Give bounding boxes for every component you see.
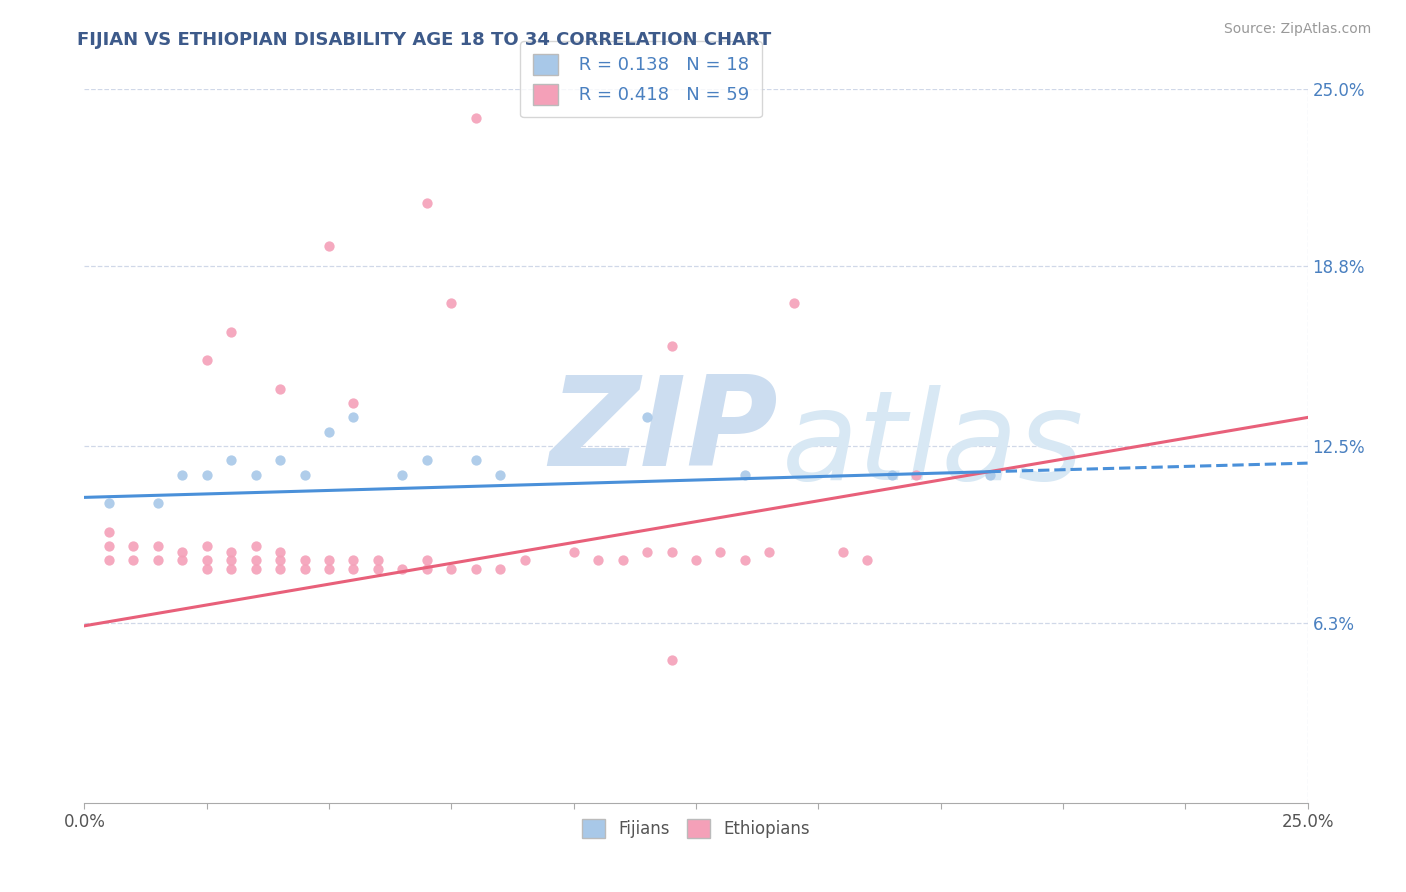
Point xyxy=(122,553,145,567)
Point xyxy=(464,453,486,467)
Point xyxy=(146,539,169,553)
Point xyxy=(489,467,512,482)
Point xyxy=(195,553,218,567)
Point xyxy=(269,553,291,567)
Point xyxy=(219,453,242,467)
Point xyxy=(294,562,316,576)
Point xyxy=(342,562,364,576)
Point xyxy=(905,467,928,482)
Point xyxy=(734,553,756,567)
Point xyxy=(269,544,291,558)
Point xyxy=(416,196,439,211)
Point xyxy=(195,467,218,482)
Point xyxy=(661,653,683,667)
Point xyxy=(318,425,340,439)
Point xyxy=(979,467,1001,482)
Point xyxy=(219,325,242,339)
Point xyxy=(122,539,145,553)
Point xyxy=(636,410,658,425)
Point xyxy=(97,539,120,553)
Point xyxy=(97,553,120,567)
Point xyxy=(562,544,585,558)
Point xyxy=(342,396,364,410)
Point xyxy=(342,410,364,425)
Point xyxy=(880,467,903,482)
Point xyxy=(391,467,413,482)
Point xyxy=(269,382,291,396)
Point xyxy=(97,496,120,510)
Point xyxy=(146,496,169,510)
Point xyxy=(342,553,364,567)
Point xyxy=(416,453,439,467)
Point xyxy=(391,562,413,576)
Point xyxy=(661,544,683,558)
Point xyxy=(612,553,634,567)
Point xyxy=(318,553,340,567)
Point xyxy=(219,544,242,558)
Point xyxy=(464,562,486,576)
Point xyxy=(318,562,340,576)
Point xyxy=(685,553,707,567)
Point xyxy=(294,553,316,567)
Point xyxy=(416,553,439,567)
Point xyxy=(856,553,879,567)
Point xyxy=(195,562,218,576)
Point xyxy=(195,539,218,553)
Point xyxy=(294,467,316,482)
Point xyxy=(783,296,806,310)
Point xyxy=(758,544,780,558)
Text: Source: ZipAtlas.com: Source: ZipAtlas.com xyxy=(1223,22,1371,37)
Point xyxy=(195,353,218,368)
Legend: Fijians, Ethiopians: Fijians, Ethiopians xyxy=(575,812,817,845)
Point xyxy=(489,562,512,576)
Point xyxy=(245,539,267,553)
Point xyxy=(269,453,291,467)
Point xyxy=(440,562,463,576)
Text: ZIP: ZIP xyxy=(550,371,778,492)
Point xyxy=(464,111,486,125)
Point xyxy=(709,544,731,558)
Point xyxy=(172,467,194,482)
Point xyxy=(513,553,536,567)
Point xyxy=(245,553,267,567)
Point xyxy=(416,562,439,576)
Point xyxy=(661,339,683,353)
Point xyxy=(586,553,609,567)
Point xyxy=(367,553,389,567)
Text: atlas: atlas xyxy=(782,385,1084,507)
Point xyxy=(245,562,267,576)
Point xyxy=(172,544,194,558)
Point xyxy=(219,553,242,567)
Point xyxy=(97,524,120,539)
Point xyxy=(318,239,340,253)
Point xyxy=(734,467,756,482)
Point xyxy=(172,553,194,567)
Point xyxy=(245,467,267,482)
Point xyxy=(219,562,242,576)
Point xyxy=(146,553,169,567)
Point xyxy=(440,296,463,310)
Point xyxy=(831,544,853,558)
Point xyxy=(636,544,658,558)
Point xyxy=(269,562,291,576)
Point xyxy=(367,562,389,576)
Text: FIJIAN VS ETHIOPIAN DISABILITY AGE 18 TO 34 CORRELATION CHART: FIJIAN VS ETHIOPIAN DISABILITY AGE 18 TO… xyxy=(77,31,772,49)
